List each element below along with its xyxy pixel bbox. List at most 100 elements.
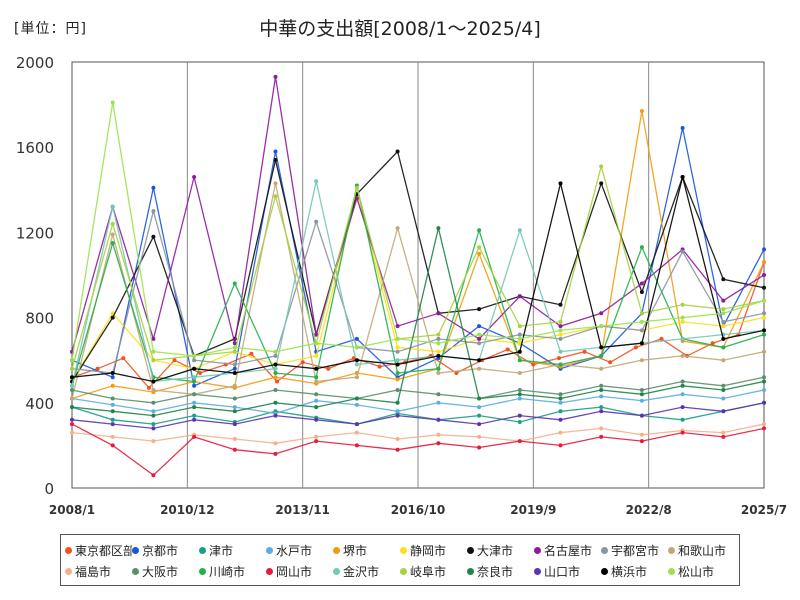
data-point bbox=[721, 383, 726, 388]
legend-item: 松山市 bbox=[668, 563, 735, 580]
data-point bbox=[762, 388, 766, 392]
data-point bbox=[314, 379, 319, 384]
data-point bbox=[558, 400, 563, 405]
data-point bbox=[354, 396, 359, 401]
data-point bbox=[395, 409, 400, 414]
data-point bbox=[395, 437, 400, 441]
data-point bbox=[232, 396, 237, 401]
data-point bbox=[395, 447, 400, 452]
data-point bbox=[517, 294, 522, 299]
data-point bbox=[232, 447, 237, 452]
unit-label: [単位：円] bbox=[14, 21, 87, 37]
data-point bbox=[395, 377, 400, 382]
data-point bbox=[354, 345, 359, 350]
data-point bbox=[121, 356, 126, 361]
data-point bbox=[558, 181, 563, 186]
legend-label: 静岡市 bbox=[410, 544, 447, 558]
data-point bbox=[314, 392, 319, 397]
data-point bbox=[517, 420, 522, 424]
series-line-1 bbox=[71, 261, 765, 389]
data-point bbox=[151, 209, 156, 214]
legend-marker bbox=[400, 547, 407, 554]
data-point bbox=[558, 392, 563, 397]
legend-label: 和歌山市 bbox=[678, 544, 727, 558]
data-point bbox=[436, 366, 441, 371]
data-point bbox=[762, 379, 766, 384]
y-tick-label: 800 bbox=[25, 310, 54, 328]
data-point bbox=[762, 260, 766, 265]
series-line-3 bbox=[71, 402, 765, 425]
legend-item: 水戸市 bbox=[266, 542, 333, 559]
data-point bbox=[517, 413, 522, 418]
data-point bbox=[70, 383, 74, 388]
data-point bbox=[517, 358, 522, 363]
data-point bbox=[639, 341, 644, 346]
x-tick-label: 2019/9 bbox=[510, 503, 556, 517]
data-point bbox=[558, 417, 563, 422]
data-point bbox=[639, 388, 644, 392]
legend-marker bbox=[65, 568, 72, 575]
data-point bbox=[517, 341, 522, 346]
data-point bbox=[477, 358, 482, 363]
data-point bbox=[762, 422, 766, 427]
legend-item: 東京都区部 bbox=[65, 542, 132, 559]
data-point bbox=[192, 413, 197, 418]
legend-marker bbox=[534, 547, 541, 554]
data-point bbox=[477, 396, 482, 401]
legend-marker bbox=[467, 547, 474, 554]
data-point bbox=[110, 315, 115, 320]
data-point bbox=[436, 336, 441, 341]
data-point bbox=[680, 336, 685, 341]
data-point bbox=[377, 364, 382, 369]
data-point bbox=[70, 430, 74, 435]
data-point bbox=[273, 158, 278, 162]
data-point bbox=[273, 375, 278, 380]
data-point bbox=[395, 349, 400, 354]
data-point bbox=[517, 396, 522, 401]
data-point bbox=[599, 181, 604, 186]
data-point bbox=[599, 353, 604, 358]
legend-item: 和歌山市 bbox=[668, 542, 735, 559]
data-point bbox=[517, 324, 522, 329]
data-point bbox=[517, 228, 522, 233]
legend-marker bbox=[199, 568, 206, 575]
data-point bbox=[192, 400, 197, 405]
series-line-19 bbox=[71, 176, 765, 383]
data-point bbox=[110, 422, 115, 427]
data-point bbox=[721, 319, 726, 324]
data-point bbox=[232, 437, 237, 441]
data-point bbox=[314, 366, 319, 371]
data-point bbox=[395, 400, 400, 405]
legend-marker bbox=[668, 568, 675, 575]
data-point bbox=[436, 400, 441, 405]
data-point bbox=[192, 434, 197, 439]
legend-marker bbox=[199, 547, 206, 554]
legend-label: 京都市 bbox=[142, 544, 179, 558]
legend-label: 大阪市 bbox=[142, 565, 179, 579]
data-point bbox=[192, 383, 197, 388]
legend-label: 金沢市 bbox=[343, 565, 380, 579]
legend-item: 福島市 bbox=[65, 563, 132, 580]
data-point bbox=[639, 432, 644, 437]
data-point bbox=[477, 445, 482, 450]
data-point bbox=[721, 336, 726, 341]
data-point bbox=[721, 345, 726, 350]
data-point bbox=[151, 473, 156, 478]
legend-marker bbox=[132, 547, 139, 554]
data-point bbox=[680, 430, 685, 435]
data-point bbox=[436, 226, 441, 231]
data-point bbox=[558, 349, 563, 354]
legend-label: 山口市 bbox=[544, 565, 581, 579]
legend-marker bbox=[65, 547, 72, 554]
data-point bbox=[477, 332, 482, 337]
data-point bbox=[192, 379, 197, 384]
legend-item: 岡山市 bbox=[266, 563, 333, 580]
data-point bbox=[151, 388, 156, 392]
legend-item: 津市 bbox=[199, 542, 266, 559]
legend-marker bbox=[266, 568, 273, 575]
series-line-10 bbox=[71, 183, 765, 399]
data-point bbox=[232, 409, 237, 414]
series-line-6 bbox=[71, 191, 765, 382]
x-tick-label: 2008/1 bbox=[49, 503, 95, 517]
data-point bbox=[721, 307, 726, 312]
